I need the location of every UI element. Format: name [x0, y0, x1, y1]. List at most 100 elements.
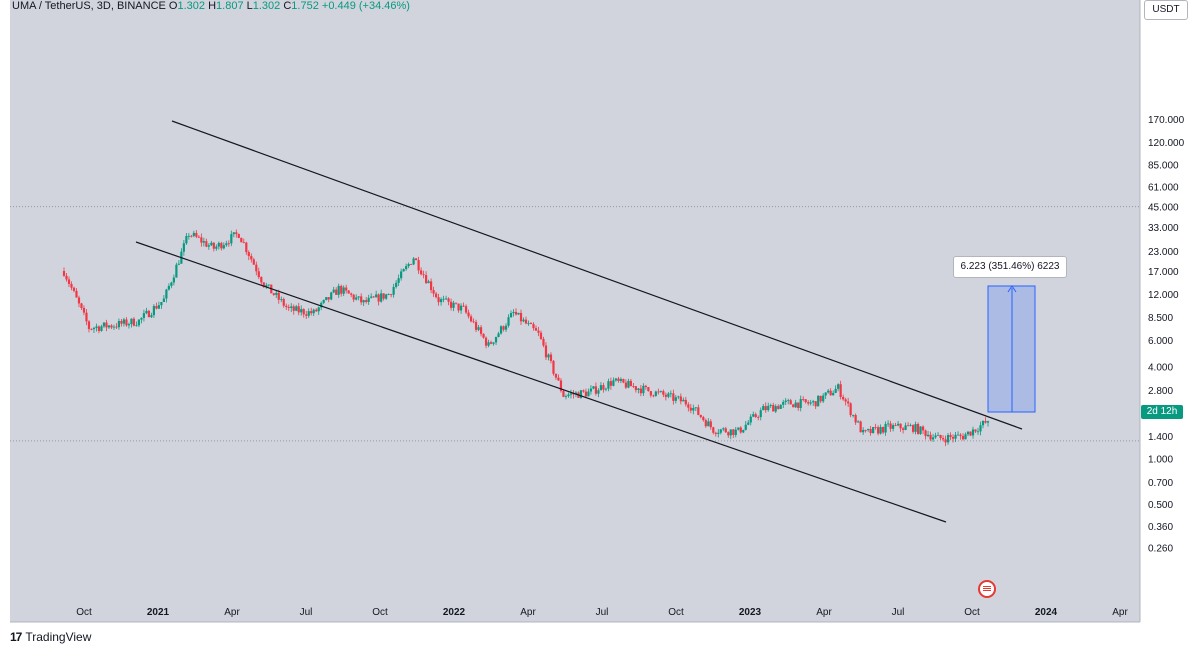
low-label: L — [246, 0, 253, 12]
candle-body — [539, 332, 543, 339]
candle-body — [452, 302, 455, 308]
currency-button[interactable]: USDT — [1144, 0, 1188, 20]
candle-body — [674, 397, 677, 401]
candle-body — [792, 404, 795, 408]
candle-body — [946, 435, 950, 443]
candle-body — [380, 293, 383, 302]
candle-body — [592, 386, 595, 389]
high-value: 1.807 — [216, 0, 244, 12]
candle-body — [911, 425, 915, 432]
candle-body — [365, 300, 368, 302]
candles — [62, 229, 990, 447]
candle-body — [112, 326, 116, 328]
candle-body — [517, 312, 520, 315]
candle-body — [280, 299, 283, 300]
candle-body — [157, 305, 160, 309]
candle-body — [624, 382, 627, 388]
measure-tool[interactable] — [987, 285, 1036, 413]
candle-body — [434, 293, 438, 298]
candle-body — [921, 426, 925, 431]
candle-body — [971, 429, 975, 436]
candle-body — [390, 294, 393, 296]
candle-body — [65, 275, 68, 280]
candle-body — [584, 391, 588, 397]
candle-body — [892, 425, 895, 429]
candle-body — [524, 319, 528, 324]
candle-body — [562, 390, 565, 397]
price-tick-label: 17.000 — [1148, 267, 1179, 278]
price-tick-label: 8.500 — [1148, 313, 1173, 324]
candle-body — [170, 282, 173, 286]
time-axis[interactable]: Oct 2021 Apr Jul Oct 2022 Apr Jul Oct 2023 Apr Jul O… — [76, 607, 1128, 618]
candle-body — [62, 271, 66, 276]
candle-body — [609, 381, 613, 386]
candle-body — [155, 306, 158, 309]
candle-body — [260, 277, 263, 283]
candle-body — [617, 378, 620, 381]
candle-body — [704, 420, 707, 427]
candle-body — [599, 385, 603, 391]
candle-body — [499, 326, 503, 334]
candle-body — [382, 293, 385, 299]
candle-body — [302, 309, 305, 315]
candle-body — [602, 385, 605, 390]
candle-body — [854, 415, 857, 423]
candle-body — [966, 431, 970, 435]
candle-body — [874, 427, 877, 428]
candle-body — [702, 417, 705, 421]
candle-body — [422, 274, 425, 276]
trend-lines[interactable] — [135, 120, 1023, 523]
candle-body — [804, 399, 807, 403]
candle-body — [679, 396, 682, 402]
price-axis[interactable]: 170.000 120.000 85.000 61.000 45.000 33.000 23… — [1148, 115, 1185, 555]
candle-body — [754, 414, 757, 417]
candle-body — [614, 378, 618, 381]
candle-body — [235, 232, 238, 235]
candle-body — [744, 424, 747, 430]
candle-body — [956, 434, 960, 436]
symbol-legend[interactable]: UMA / TetherUS, 3D, BINANCE O1.302 H1.80… — [12, 0, 410, 12]
candle-body — [527, 323, 530, 324]
candle-body — [132, 318, 136, 326]
upper-channel-line[interactable] — [171, 120, 1023, 430]
candle-body — [427, 281, 430, 284]
candle-body — [322, 299, 325, 303]
candle-body — [215, 246, 218, 249]
candle-body — [250, 256, 253, 260]
candle-body — [899, 423, 902, 429]
candle-body — [884, 423, 887, 433]
candle-body — [802, 399, 805, 400]
time-tick-label: Apr — [1112, 607, 1128, 618]
candle-body — [759, 410, 762, 418]
candle-body — [327, 297, 330, 300]
candle-body — [659, 391, 662, 392]
candle-body — [72, 287, 76, 291]
candle-body — [894, 425, 897, 426]
us-flag-icon[interactable] — [978, 580, 996, 598]
time-tick-label: Oct — [76, 607, 92, 618]
candle-body — [622, 379, 625, 383]
candle-body — [939, 434, 942, 439]
lower-channel-line[interactable] — [135, 241, 947, 523]
chart-plot-area[interactable] — [10, 0, 1140, 622]
candle-body — [130, 318, 133, 325]
candle-body — [842, 396, 845, 400]
candle-body — [512, 311, 515, 314]
footer-brand[interactable]: 17 TradingView — [10, 630, 91, 644]
candle-body — [682, 399, 685, 402]
candle-body — [437, 297, 440, 303]
candle-body — [697, 407, 700, 415]
candle-body — [82, 307, 86, 313]
candle-body — [549, 354, 553, 361]
candle-body — [405, 266, 408, 270]
candle-body — [464, 306, 468, 313]
candle-body — [107, 325, 111, 328]
candle-body — [752, 414, 755, 417]
candle-body — [552, 360, 555, 374]
candle-body — [80, 303, 83, 308]
time-tick-label: Oct — [964, 607, 980, 618]
candle-body — [762, 406, 765, 411]
candle-body — [909, 425, 912, 426]
candle-body — [694, 407, 697, 409]
candle-body — [547, 354, 550, 358]
